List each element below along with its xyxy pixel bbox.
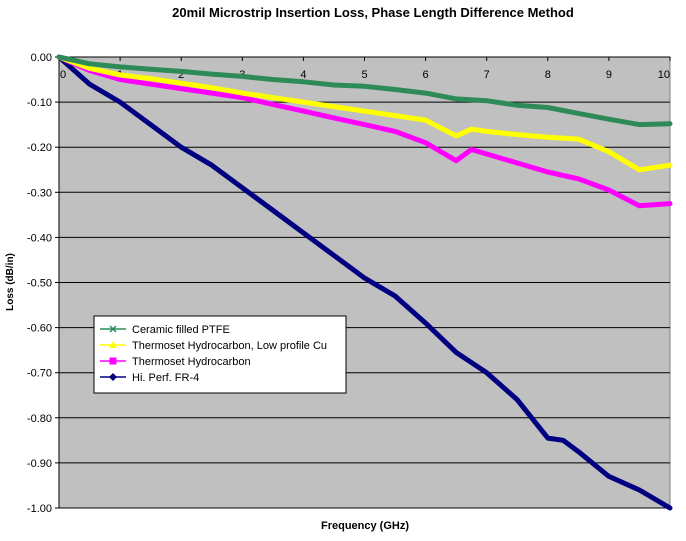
legend-box (93, 315, 347, 394)
series-line (56, 54, 673, 128)
x-tick-label: 7 (484, 69, 490, 81)
legend-label: Ceramic filled PTFE (132, 324, 230, 336)
legend-marker (109, 325, 117, 333)
x-tick-label: 9 (606, 69, 612, 81)
y-tick-label: -0.20 (27, 142, 52, 154)
series-line (56, 54, 673, 209)
y-tick-label: -0.60 (27, 323, 52, 335)
y-tick-label: 0.00 (31, 52, 52, 64)
y-tick-label: -0.30 (27, 187, 52, 199)
y-axis-label: Loss (dB/in) (5, 253, 16, 311)
y-tick-label: -0.90 (27, 458, 52, 470)
series-line (56, 54, 673, 173)
legend-label: Thermoset Hydrocarbon (132, 356, 251, 368)
y-tick-label: -0.70 (27, 368, 52, 380)
legend-label: Thermoset Hydrocarbon, Low profile Cu (132, 340, 327, 352)
x-tick-label: 8 (545, 69, 551, 81)
x-axis-label: Frequency (GHz) (321, 520, 409, 532)
legend-marker (109, 341, 117, 348)
x-tick-label: 0 (60, 69, 66, 81)
legend: Ceramic filled PTFE Thermoset Hydrocarbon… (93, 315, 347, 394)
x-tick-label: 10 (658, 69, 670, 81)
series-line (56, 54, 673, 511)
x-tick-label: 6 (423, 69, 429, 81)
legend-label: Hi. Perf. FR-4 (132, 372, 199, 384)
y-tick-label: -0.10 (27, 97, 52, 109)
y-tick-label: -0.40 (27, 232, 52, 244)
chart-title: 20mil Microstrip Insertion Loss, Phase L… (172, 5, 574, 20)
legend-marker (109, 357, 117, 365)
x-tick-label: 5 (361, 69, 367, 81)
legend-marker (109, 373, 117, 381)
y-tick-label: -0.50 (27, 278, 52, 290)
x-tick-label: 2 (178, 69, 184, 81)
x-tick-label: 4 (300, 69, 306, 81)
y-tick-label: -1.00 (27, 503, 52, 515)
y-tick-label: -0.80 (27, 413, 52, 425)
plot-area: 0.00 -0.10 -0.20 -0.30 -0.40 -0.50 -0.60 -0.70 -… (27, 52, 673, 515)
